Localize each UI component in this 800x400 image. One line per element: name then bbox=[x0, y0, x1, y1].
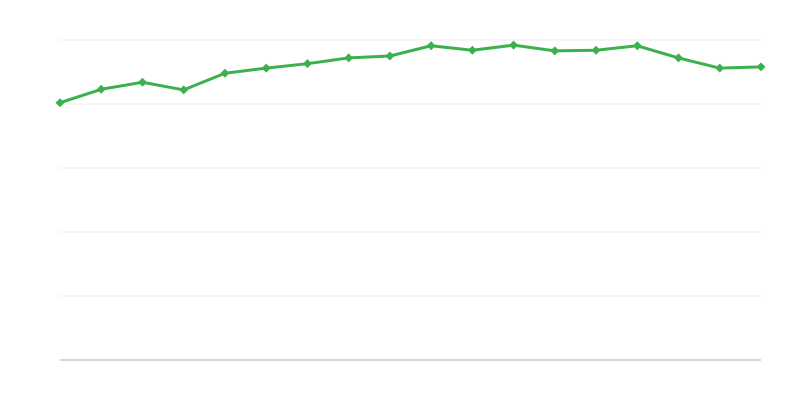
data-point bbox=[674, 53, 684, 63]
data-point bbox=[550, 46, 560, 56]
data-point bbox=[96, 84, 106, 94]
data-point bbox=[591, 45, 601, 55]
data-point bbox=[220, 68, 230, 78]
data-point bbox=[756, 62, 766, 72]
data-point bbox=[467, 45, 477, 55]
data-point bbox=[715, 63, 725, 73]
data-point bbox=[426, 41, 436, 51]
data-point bbox=[179, 85, 189, 95]
data-point bbox=[385, 51, 395, 61]
data-point bbox=[632, 41, 642, 51]
data-point bbox=[55, 98, 65, 108]
data-point bbox=[137, 77, 147, 87]
data-point bbox=[261, 63, 271, 73]
data-point bbox=[509, 40, 519, 50]
data-point bbox=[344, 53, 354, 63]
data-line bbox=[59, 43, 762, 105]
data-point bbox=[302, 59, 312, 69]
